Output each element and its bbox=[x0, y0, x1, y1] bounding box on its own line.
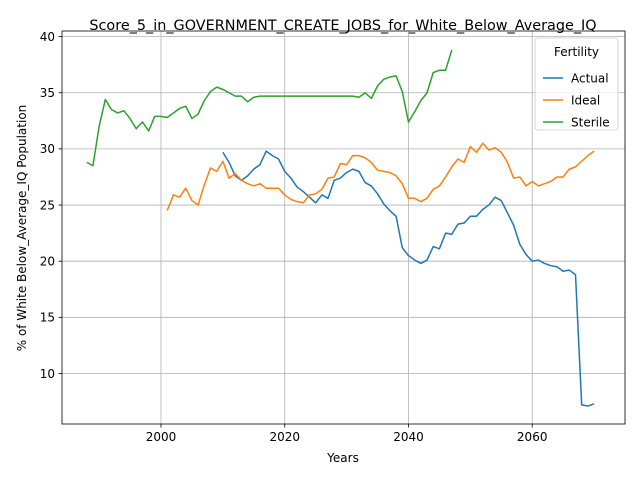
series-line-actual bbox=[222, 150, 595, 407]
series-line-sterile bbox=[86, 49, 453, 167]
plot-frame bbox=[61, 30, 626, 425]
plot-lines bbox=[86, 49, 595, 407]
y-tick-label: 15 bbox=[40, 311, 55, 325]
x-tick-label: 2040 bbox=[393, 430, 424, 444]
y-axis: 10 15 20 25 30 35 40 bbox=[40, 30, 62, 381]
y-tick-label: 25 bbox=[40, 198, 55, 212]
grid bbox=[62, 31, 625, 424]
x-tick-label: 2000 bbox=[146, 430, 177, 444]
x-tick-label: 2020 bbox=[269, 430, 300, 444]
x-axis: 2000 2020 2040 2060 bbox=[146, 424, 548, 444]
x-axis-label: Years bbox=[326, 451, 359, 465]
y-tick-label: 10 bbox=[40, 367, 55, 381]
legend-label: Ideal bbox=[571, 93, 600, 107]
legend-label: Sterile bbox=[571, 115, 610, 129]
y-tick-label: 20 bbox=[40, 254, 55, 268]
y-axis-label: % of White Below_Average_IQ Population bbox=[15, 105, 29, 352]
legend-label: Actual bbox=[571, 71, 609, 85]
series-line-ideal bbox=[166, 142, 595, 211]
chart-title: Score_5_in_GOVERNMENT_CREATE_JOBS_for_Wh… bbox=[89, 18, 596, 34]
legend-title: Fertility bbox=[554, 45, 599, 59]
y-tick-label: 35 bbox=[40, 86, 55, 100]
legend-box bbox=[534, 37, 619, 131]
x-tick-label: 2060 bbox=[517, 430, 548, 444]
legend: Fertility Actual Ideal Sterile bbox=[534, 37, 619, 131]
y-tick-label: 30 bbox=[40, 142, 55, 156]
y-tick-label: 40 bbox=[40, 30, 55, 44]
